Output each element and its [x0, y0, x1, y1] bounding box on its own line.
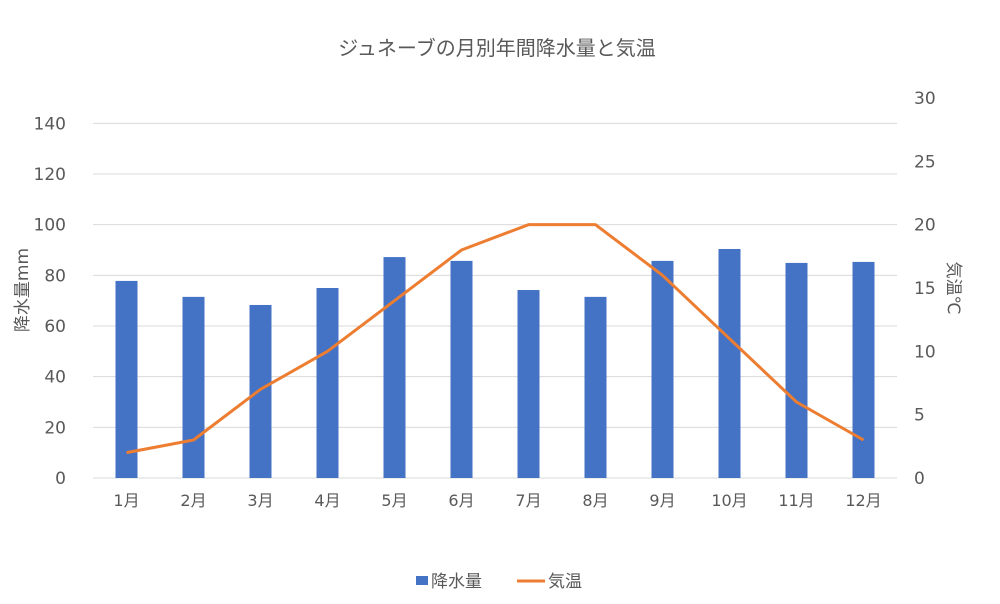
x-tick-label: 6月 [448, 491, 474, 510]
x-tick-label: 3月 [247, 491, 273, 510]
x-tick-label: 4月 [314, 491, 340, 510]
bar [786, 263, 808, 478]
bar [719, 249, 741, 478]
y2-tick-label: 10 [914, 342, 936, 362]
legend-label-rain: 降水量 [431, 572, 482, 592]
x-tick-label: 8月 [582, 491, 608, 510]
chart-title: ジュネーブの月別年間降水量と気温 [338, 36, 655, 60]
y-tick-label: 20 [44, 418, 66, 438]
temperature-series-line [127, 225, 864, 453]
x-axis-ticks: 1月 2月 3月 4月 5月 6月 7月 8月 9月 10月 11月 12月 [113, 491, 881, 510]
temperature-line [126, 225, 863, 453]
x-tick-label: 9月 [649, 491, 675, 510]
legend-swatch-rain [416, 576, 428, 585]
y2-axis-ticks: 0 5 10 15 20 25 30 [914, 89, 936, 489]
y-tick-label: 40 [44, 368, 66, 388]
bar [384, 257, 406, 478]
bar [116, 281, 138, 478]
x-tick-label: 10月 [711, 491, 747, 510]
y2-tick-label: 0 [914, 469, 925, 489]
x-tick-label: 5月 [381, 491, 407, 510]
bar [853, 262, 875, 478]
bars [116, 249, 875, 478]
bar [585, 297, 607, 478]
y-tick-label: 60 [44, 317, 66, 337]
bar [183, 297, 205, 478]
x-tick-label: 2月 [180, 491, 206, 510]
y-axis-label: 降水量mm [13, 248, 33, 332]
y2-axis-label: 気温℃ [943, 261, 963, 314]
y-axis-ticks: 0 20 40 60 80 100 120 140 [34, 114, 66, 489]
legend: 降水量 気温 [416, 572, 582, 592]
y-tick-label: 80 [44, 266, 66, 286]
x-tick-label: 7月 [515, 491, 541, 510]
x-tick-label: 12月 [845, 491, 881, 510]
bar [317, 288, 339, 478]
y-tick-label: 140 [34, 114, 66, 134]
y2-tick-label: 15 [914, 279, 936, 299]
bar [652, 261, 674, 478]
y-tick-label: 100 [34, 216, 66, 236]
y-tick-label: 120 [34, 165, 66, 185]
x-tick-label: 1月 [113, 491, 139, 510]
x-tick-label: 11月 [778, 491, 814, 510]
y2-tick-label: 20 [914, 216, 936, 236]
legend-label-temp: 気温 [548, 572, 582, 592]
y2-tick-label: 30 [914, 89, 936, 109]
bar [518, 290, 540, 478]
y2-tick-label: 5 [914, 406, 925, 426]
bar [250, 305, 272, 478]
bar [451, 261, 473, 478]
y2-tick-label: 25 [914, 152, 936, 172]
y-tick-label: 0 [55, 469, 66, 489]
